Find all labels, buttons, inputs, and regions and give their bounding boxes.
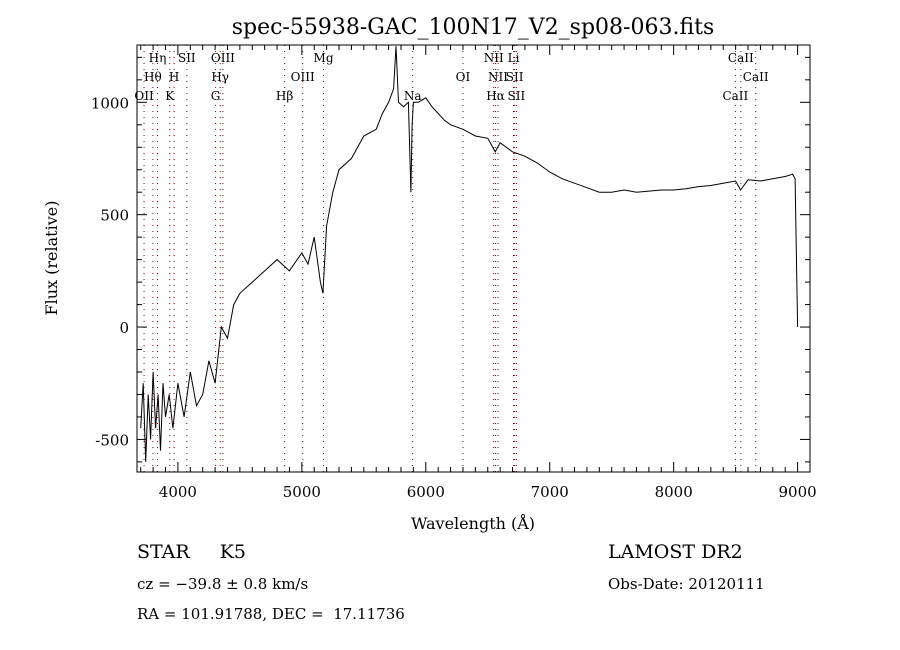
redshift-text: cz = −39.8 ± 0.8 km/s — [137, 575, 309, 593]
x-tick-label: 6000 — [407, 483, 445, 501]
spectral-line-label: Hη — [149, 51, 167, 65]
spectral-line-label: NII — [484, 51, 504, 65]
y-tick-label: -500 — [95, 431, 129, 449]
spectral-line-label: Hβ — [276, 89, 293, 103]
chart-title: spec-55938-GAC_100N17_V2_sp08-063.fits — [232, 15, 715, 40]
spectral-line-label: SII — [506, 70, 524, 84]
spectrum-line — [140, 46, 799, 462]
spectral-line-label: OIII — [211, 51, 235, 65]
obs-date: Obs-Date: 20120111 — [608, 575, 765, 593]
spectral-line-label: Li — [508, 51, 520, 65]
spectral-line-label: Hθ — [144, 70, 162, 84]
spectral-line-label: CaII — [743, 70, 769, 84]
x-tick-label: 4000 — [159, 483, 197, 501]
radec-text: RA = 101.91788, DEC = 17.11736 — [137, 605, 405, 623]
spectral-line-label: OI — [456, 70, 471, 84]
spectral-line-label: Hγ — [211, 70, 229, 84]
spectral-line-label: OII — [134, 89, 154, 103]
y-tick-label: 500 — [100, 207, 129, 225]
spectral-line-label: Na — [404, 89, 422, 103]
x-tick-label: 8000 — [655, 483, 693, 501]
y-tick-label: 0 — [119, 319, 129, 337]
spectral-line-label: G — [211, 89, 221, 103]
spectral-line-label: CaII — [728, 51, 754, 65]
subclass-label: K5 — [219, 541, 246, 563]
x-tick-label: 7000 — [531, 483, 569, 501]
y-tick-label: 1000 — [91, 94, 129, 112]
x-axis-label: Wavelength (Å) — [411, 513, 535, 533]
object-class: STAR K5 — [137, 541, 246, 563]
spectral-line-label: Mg — [314, 51, 334, 65]
spectral-line-label: Hα — [486, 89, 505, 103]
spectral-line-label: OIII — [291, 70, 315, 84]
spectral-line-label: NII — [488, 70, 508, 84]
spectral-line-label: H — [169, 70, 179, 84]
spectral-line-label: SII — [508, 89, 526, 103]
survey-label: LAMOST DR2 — [608, 541, 743, 563]
spectral-line-label: K — [165, 89, 175, 103]
class-label: STAR — [137, 541, 190, 563]
x-tick-label: 9000 — [779, 483, 817, 501]
x-tick-label: 5000 — [283, 483, 321, 501]
spectral-line-label: CaII — [722, 89, 748, 103]
y-axis-label: Flux (relative) — [42, 201, 61, 316]
plot-frame — [136, 44, 811, 473]
spectral-line-label: SII — [178, 51, 196, 65]
